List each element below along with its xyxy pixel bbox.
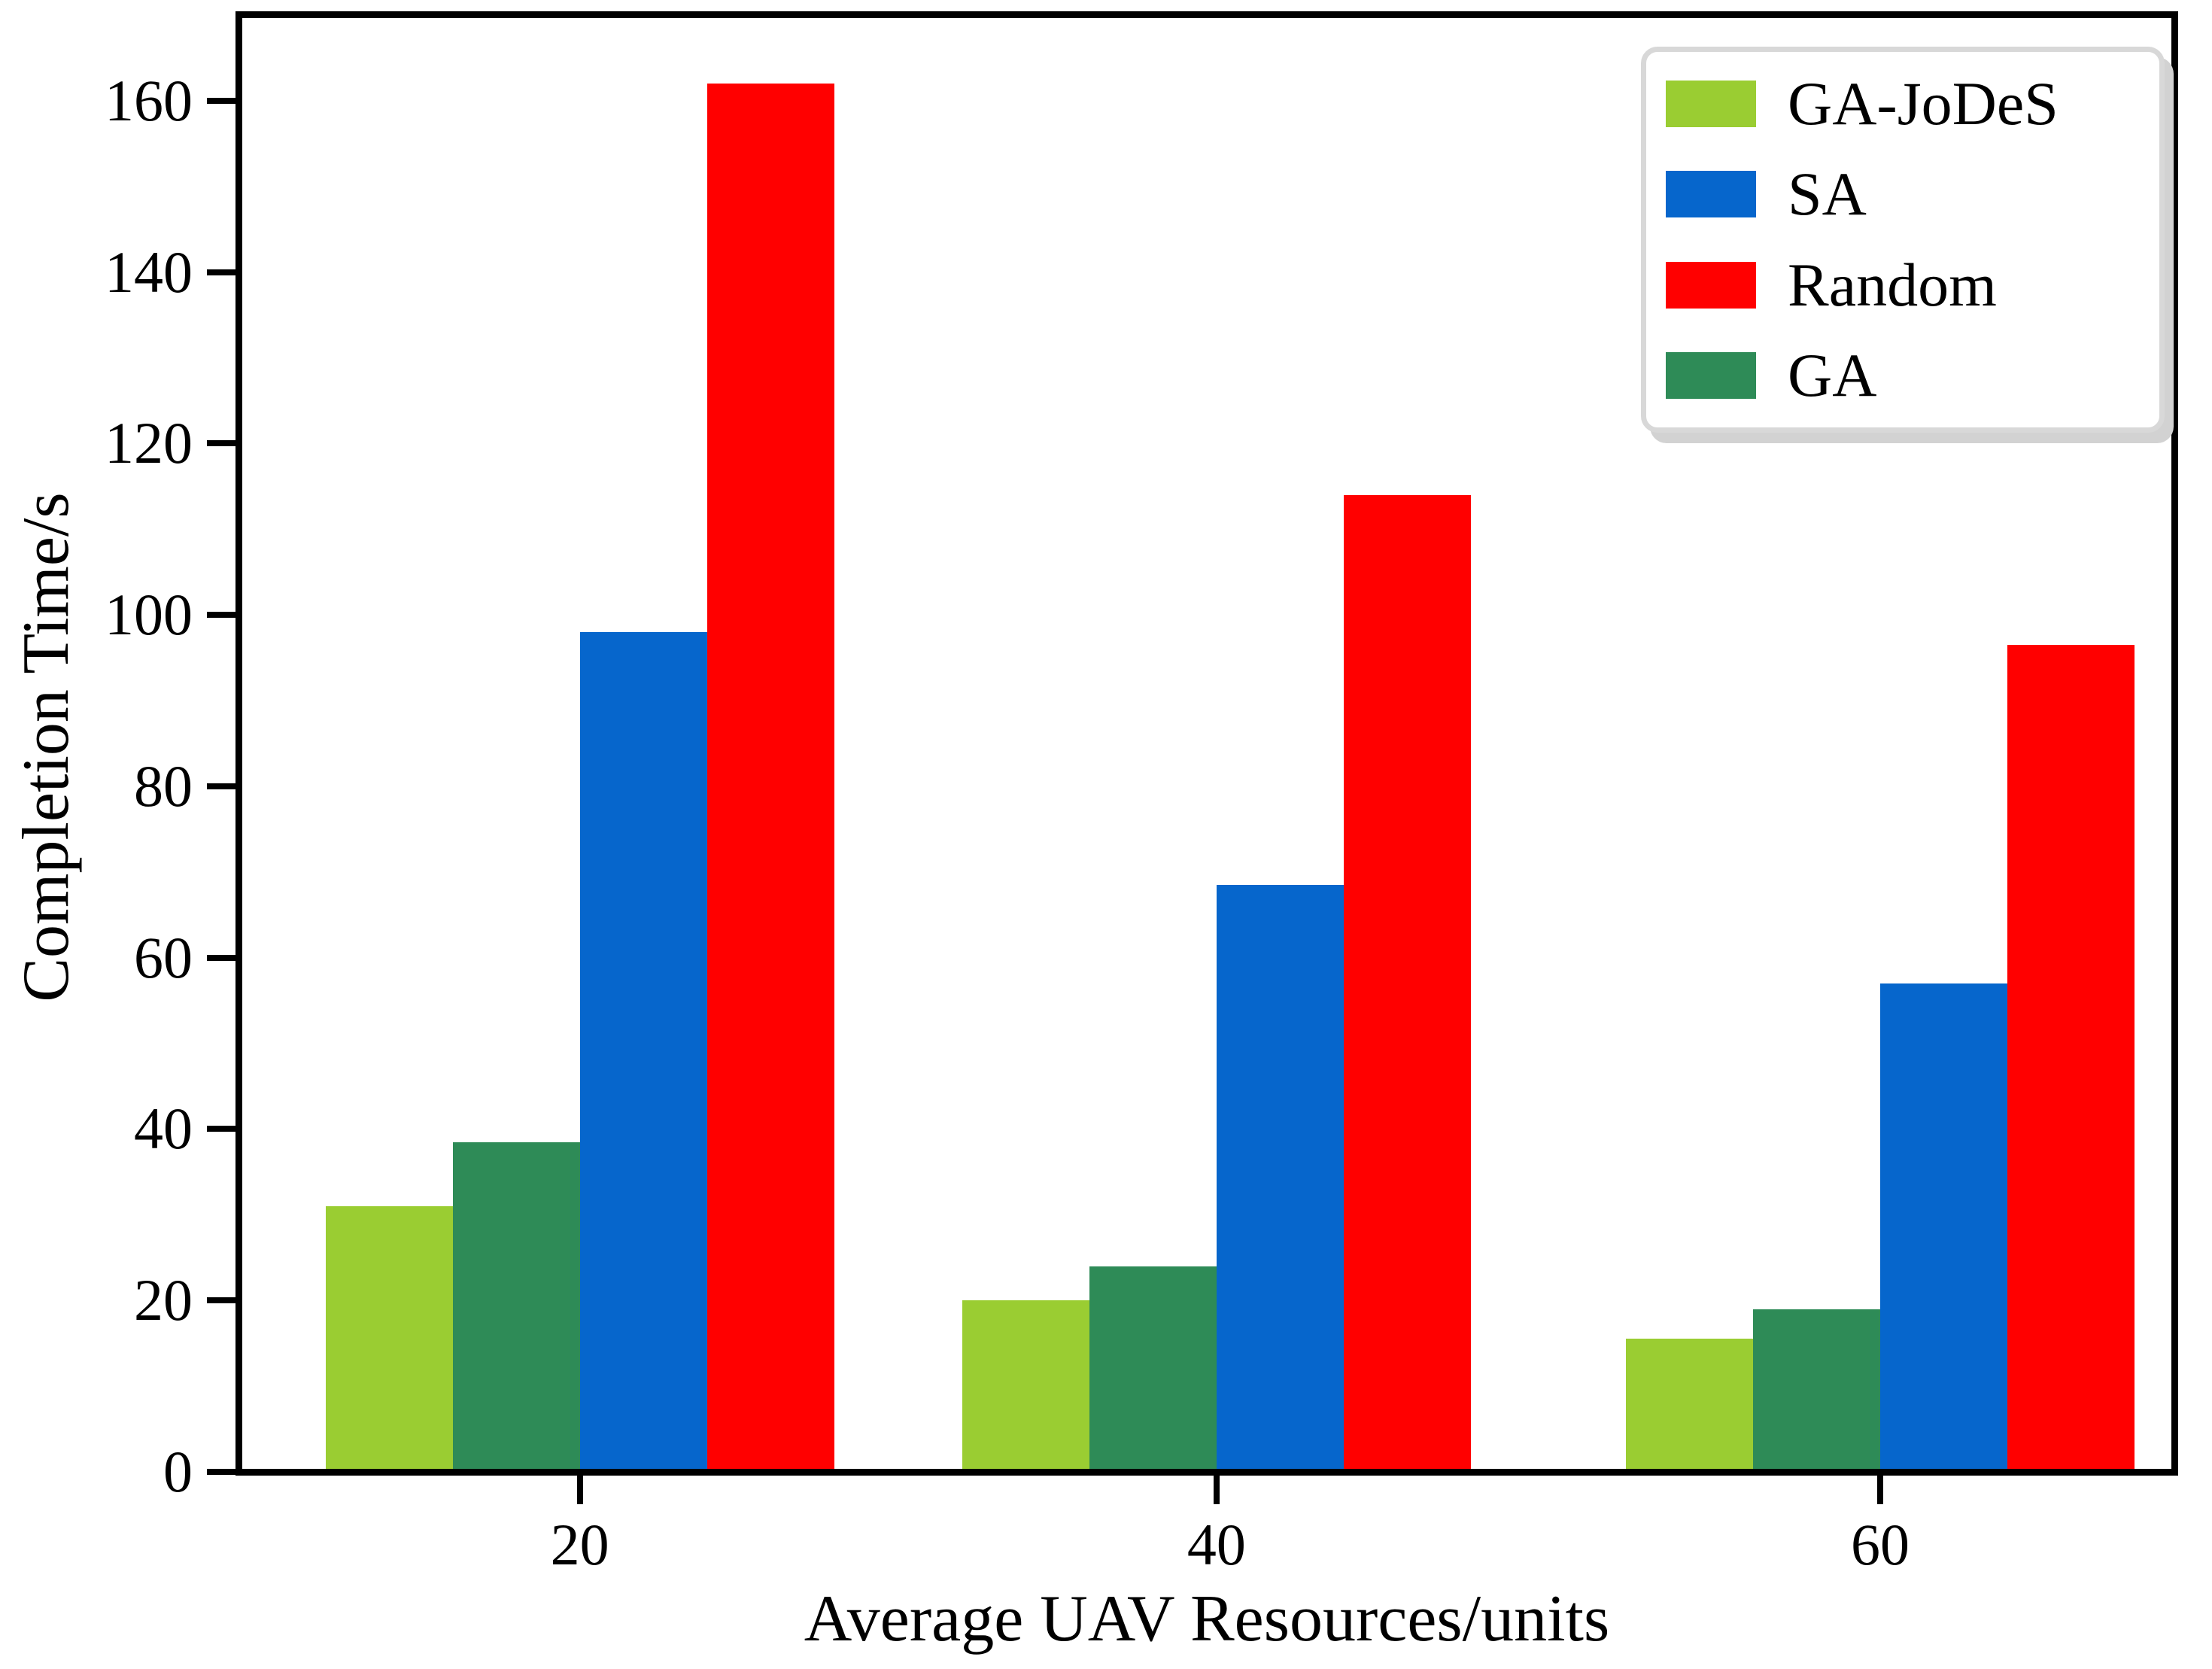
x-axis-label: Average UAV Resources/units bbox=[804, 1582, 1610, 1655]
bar-random-60 bbox=[2007, 645, 2135, 1472]
y-tick bbox=[207, 783, 235, 789]
legend-item-sa: SA bbox=[1666, 163, 2144, 225]
x-tick-label: 20 bbox=[550, 1512, 609, 1577]
legend-item-random: Random bbox=[1666, 254, 2144, 315]
y-tick bbox=[207, 612, 235, 619]
y-tick bbox=[207, 269, 235, 275]
y-tick-label: 120 bbox=[105, 410, 193, 476]
y-tick bbox=[207, 1297, 235, 1304]
x-tick bbox=[1877, 1476, 1884, 1504]
x-tick-label: 40 bbox=[1187, 1512, 1246, 1577]
y-tick bbox=[207, 97, 235, 104]
bar-sa-60 bbox=[1880, 983, 2008, 1472]
legend-swatch-ga bbox=[1666, 351, 1756, 399]
legend: GA-JoDeS SA Random GA bbox=[1641, 47, 2165, 433]
bar-random-20 bbox=[706, 84, 834, 1472]
plot-area: 0 20 40 60 80 100 120 140 160 20 40 60 bbox=[105, 11, 2178, 1574]
y-axis-label: Completion Time/s bbox=[10, 492, 83, 1002]
legend-item-ga-jodes: GA-JoDeS bbox=[1666, 73, 2144, 135]
y-tick bbox=[207, 954, 235, 961]
y-tick bbox=[207, 440, 235, 447]
legend-item-ga: GA bbox=[1666, 344, 2144, 406]
x-tick bbox=[576, 1476, 583, 1504]
bar-ga-jodes-20 bbox=[325, 1205, 453, 1472]
x-tick bbox=[1213, 1476, 1220, 1504]
legend-swatch-ga-jodes bbox=[1666, 81, 1756, 127]
legend-swatch-sa bbox=[1666, 171, 1756, 218]
legend-swatch-random bbox=[1666, 261, 1756, 309]
y-tick-label: 20 bbox=[134, 1267, 193, 1333]
x-tick-label: 60 bbox=[1851, 1512, 1910, 1577]
bar-ga-40 bbox=[1089, 1266, 1217, 1472]
bar-random-40 bbox=[1343, 494, 1471, 1472]
y-tick-label: 80 bbox=[134, 752, 193, 819]
y-tick-label: 100 bbox=[105, 582, 193, 648]
bar-ga-jodes-60 bbox=[1626, 1339, 1754, 1472]
y-tick-label: 40 bbox=[134, 1096, 193, 1162]
y-tick-label: 60 bbox=[134, 924, 193, 990]
y-tick bbox=[207, 1469, 235, 1475]
legend-label: GA-JoDeS bbox=[1788, 69, 2059, 138]
legend-label: SA bbox=[1788, 160, 1867, 229]
y-tick bbox=[207, 1126, 235, 1132]
legend-label: GA bbox=[1788, 340, 1877, 409]
bar-ga-60 bbox=[1753, 1309, 1881, 1472]
y-tick-label: 0 bbox=[163, 1439, 193, 1504]
y-tick-label: 160 bbox=[105, 67, 193, 133]
bar-ga-jodes-40 bbox=[962, 1300, 1089, 1472]
bar-sa-20 bbox=[579, 631, 707, 1472]
legend-label: Random bbox=[1788, 250, 1997, 319]
bar-ga-20 bbox=[452, 1142, 580, 1472]
y-tick-label: 140 bbox=[105, 239, 193, 305]
bar-sa-40 bbox=[1216, 884, 1344, 1472]
